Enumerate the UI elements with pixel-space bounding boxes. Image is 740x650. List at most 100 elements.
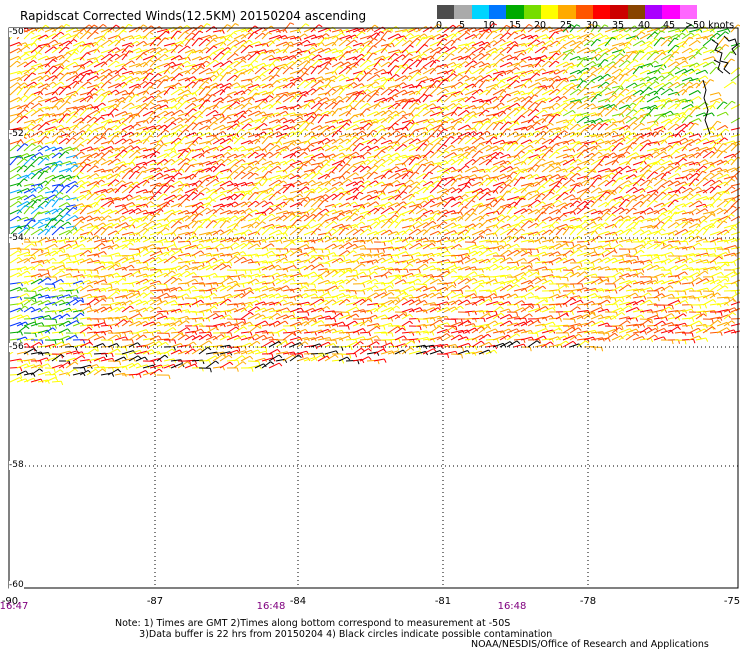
wind-barb — [415, 53, 424, 61]
wind-barb-feather — [633, 122, 638, 125]
wind-barb-feather — [640, 108, 645, 112]
wind-barb-feather — [689, 36, 694, 40]
wind-barb — [716, 28, 729, 33]
wind-barb-feather — [212, 52, 217, 56]
wind-barb — [471, 150, 480, 159]
wind-barb-feather — [613, 130, 618, 135]
wind-barb — [716, 111, 726, 117]
wind-barb-feather — [495, 77, 499, 82]
wind-barb-feather — [411, 144, 416, 148]
wind-barb — [233, 39, 245, 47]
wind-barb — [296, 39, 308, 47]
wind-barb-feather — [577, 123, 581, 127]
wind-barb — [464, 46, 474, 54]
wind-barb — [37, 122, 47, 131]
wind-barb-feather — [366, 67, 371, 71]
wind-barb-feather — [649, 45, 653, 49]
wind-barb — [373, 58, 382, 68]
wind-barb-feather — [437, 23, 442, 27]
wind-barb-feather — [450, 136, 455, 139]
wind-barb-feather — [671, 49, 675, 54]
wind-barb-feather — [361, 31, 366, 35]
wind-barb — [590, 93, 599, 103]
wind-barb — [583, 40, 592, 47]
wind-barb-feather — [604, 122, 609, 126]
wind-barb — [527, 63, 539, 68]
wind-barb-feather — [55, 140, 59, 145]
wind-barb — [240, 88, 249, 96]
wind-barb — [639, 132, 651, 138]
wind-barb-feather — [423, 57, 428, 61]
wind-barb — [282, 35, 295, 40]
wind-barb — [387, 74, 397, 82]
wind-barb — [457, 43, 468, 47]
wind-barb — [51, 86, 61, 96]
wind-barb-feather — [171, 158, 176, 163]
wind-barb-feather — [657, 69, 661, 74]
wind-barb — [632, 66, 640, 75]
wind-barb-feather — [692, 54, 696, 59]
wind-barb-feather — [522, 29, 526, 34]
wind-barb — [86, 93, 95, 103]
wind-barb-feather — [478, 150, 483, 154]
wind-barb-feather — [555, 151, 560, 155]
wind-barb-feather — [453, 152, 458, 156]
wind-barb-feather — [275, 66, 280, 70]
wind-barb-feather — [299, 193, 304, 198]
wind-barb-feather — [164, 54, 169, 58]
wind-barb-feather — [496, 106, 500, 111]
wind-barb-feather — [576, 45, 581, 49]
wind-barb — [485, 136, 495, 145]
wind-barb — [569, 40, 581, 47]
wind-barb — [352, 27, 363, 33]
wind-barb — [730, 103, 740, 110]
wind-barb-feather — [116, 39, 121, 44]
wind-barb — [142, 116, 151, 124]
wind-barb — [86, 136, 96, 145]
wind-barb-feather — [108, 68, 113, 73]
wind-barb — [198, 178, 206, 187]
wind-barb-feather — [192, 102, 197, 107]
wind-barb-feather — [279, 141, 283, 146]
wind-barb-feather — [65, 59, 70, 63]
wind-barb-feather — [341, 32, 346, 36]
wind-barb — [450, 46, 461, 54]
wind-barb-feather — [503, 119, 507, 124]
wind-barb-feather — [403, 35, 407, 40]
wind-barb-feather — [576, 172, 581, 177]
wind-barb-feather — [219, 74, 224, 78]
wind-barb — [37, 74, 47, 82]
wind-barb-feather — [681, 32, 686, 36]
wind-barb — [247, 172, 256, 180]
wind-barb-feather — [324, 101, 329, 105]
wind-barb-feather — [430, 123, 434, 127]
wind-barb-feather — [675, 123, 680, 127]
wind-barb — [93, 94, 102, 103]
wind-barb — [121, 60, 132, 68]
wind-barb — [513, 59, 524, 68]
wind-barb-feather — [660, 37, 665, 40]
wind-barb-feather — [129, 50, 134, 53]
wind-barb — [499, 24, 507, 33]
wind-barb — [142, 68, 152, 75]
wind-barb — [688, 90, 699, 96]
wind-barb-feather — [521, 150, 525, 154]
wind-barb-feather — [253, 31, 258, 35]
wind-barb — [443, 24, 454, 33]
wind-barb — [268, 191, 278, 201]
wind-barb-feather — [436, 129, 441, 132]
wind-barb-feather — [123, 48, 127, 53]
wind-barb-feather — [93, 116, 98, 121]
wind-barb-feather — [338, 38, 343, 41]
wind-barb-feather — [37, 38, 42, 42]
wind-barb — [275, 49, 285, 54]
wind-barb-feather — [543, 109, 548, 113]
wind-barb-feather — [24, 143, 29, 147]
wind-barb-feather — [391, 43, 395, 48]
wind-barb — [121, 194, 130, 201]
wind-barb-feather — [326, 128, 331, 132]
wind-barb-feather — [641, 40, 646, 44]
wind-barb — [366, 38, 375, 47]
wind-barb — [569, 35, 580, 40]
wind-barb — [44, 39, 56, 47]
